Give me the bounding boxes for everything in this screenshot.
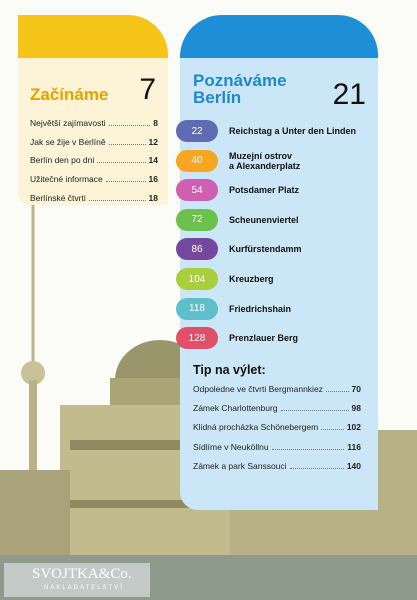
toc-page: 70 xyxy=(351,384,361,394)
district-label: Kreuzberg xyxy=(229,274,274,284)
leader-dots xyxy=(321,429,344,431)
toc-row: Největší zajímavosti 8 xyxy=(30,118,158,128)
toc-row: Klidná procházka Schönebergem 102 xyxy=(193,422,361,432)
toc-page: 140 xyxy=(346,460,361,471)
leader-dots xyxy=(271,448,345,450)
district-label: Friedrichshain xyxy=(229,303,292,314)
toc-label: Klidná procházka Schönebergem xyxy=(193,422,319,433)
district-page: 86 xyxy=(176,238,218,261)
district-label: Reichstag a Unter den Linden xyxy=(229,126,357,136)
toc-label: Zámek Charlottenburg xyxy=(193,403,278,414)
toc-row: Berlínské čtvrti 18 xyxy=(30,193,158,203)
district-page: 104 xyxy=(176,268,218,290)
toc-page: 98 xyxy=(351,403,361,414)
toc-label: Největší zajímavosti xyxy=(30,118,106,128)
district-page: 72 xyxy=(176,208,218,231)
toc-row: Zámek a park Sanssouci 140 xyxy=(193,461,361,471)
section-title: Začínáme xyxy=(30,85,109,104)
toc-page: 18 xyxy=(148,192,158,203)
toc-row: Užitečné informace 16 xyxy=(30,174,158,184)
toc-label: Odpoledne ve čtvrti Bergmannkiez xyxy=(193,384,323,394)
toc-row: Jak se žije v Berlíně 12 xyxy=(30,137,158,147)
toc-page: 16 xyxy=(148,174,158,185)
toc-row: Berlín den po dni 14 xyxy=(30,155,158,165)
leader-dots xyxy=(105,181,146,183)
toc-page: 8 xyxy=(153,118,158,128)
leader-dots xyxy=(289,467,344,469)
toc-row: Zámek Charlottenburg 98 xyxy=(193,403,361,413)
district-page: 40 xyxy=(176,149,218,172)
district-label: Kurfürstendamm xyxy=(229,244,302,255)
toc-label: Berlínské čtvrti xyxy=(30,192,86,203)
publisher-logo: SVOJTKA&Co. NAKLADATELSTVÍ xyxy=(4,563,150,597)
section-page: 21 xyxy=(332,78,366,111)
toc-page: 12 xyxy=(148,136,158,147)
leader-dots xyxy=(97,162,146,164)
toc-label: Užitečné informace xyxy=(30,174,103,185)
toc-label: Zámek a park Sanssouci xyxy=(193,460,287,471)
publisher-name: SVOJTKA&Co. xyxy=(32,566,132,582)
trips-heading: Tip na výlet: xyxy=(193,363,266,377)
district-page: 118 xyxy=(176,297,218,320)
toc-row: Sídlíme v Neuköllnu 116 xyxy=(193,442,361,452)
district-page: 54 xyxy=(176,179,218,202)
toc-page: 102 xyxy=(346,422,361,433)
toc-row: Odpoledne ve čtvrti Bergmannkiez 70 xyxy=(193,384,361,394)
leader-dots xyxy=(88,199,146,201)
leader-dots xyxy=(325,391,349,392)
district-label: Potsdamer Platz xyxy=(229,185,300,196)
leader-dots xyxy=(108,143,146,145)
district-page: 128 xyxy=(176,327,218,350)
toc-label: Sídlíme v Neuköllnu xyxy=(193,441,269,452)
leader-dots xyxy=(108,125,151,126)
publisher-tagline: NAKLADATELSTVÍ xyxy=(44,585,124,591)
leader-dots xyxy=(280,410,349,412)
section-page: 7 xyxy=(139,73,156,106)
section-title: Poznáváme Berlín xyxy=(193,71,287,107)
toc-label: Jak se žije v Berlíně xyxy=(30,136,106,147)
district-label: Muzejní ostrov a Alexanderplatz xyxy=(229,150,301,171)
district-page: 22 xyxy=(176,120,218,142)
district-label: Scheunenviertel xyxy=(229,214,299,225)
toc-label: Berlín den po dni xyxy=(30,155,95,166)
district-label: Prenzlauer Berg xyxy=(229,333,299,344)
toc-page: 116 xyxy=(347,441,361,452)
toc-page: 14 xyxy=(148,155,158,166)
